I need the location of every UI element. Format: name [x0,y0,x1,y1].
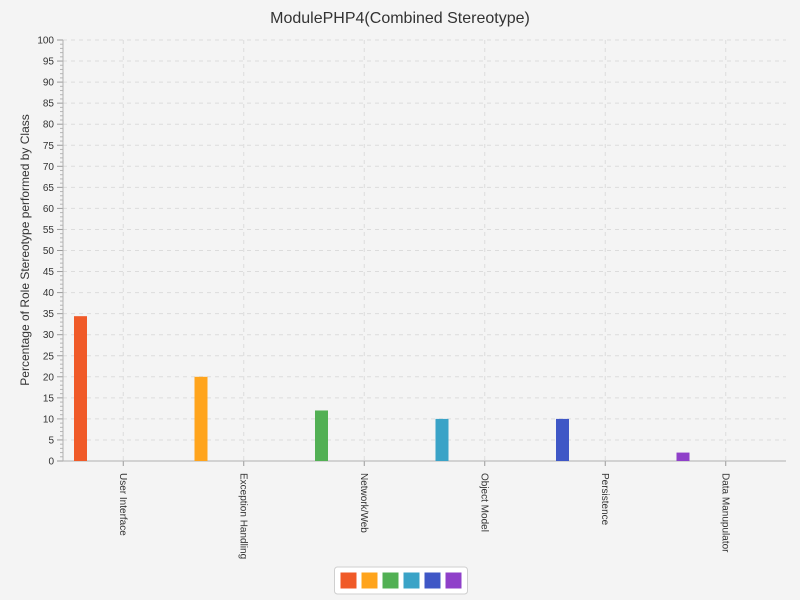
y-tick-label: 65 [43,183,55,194]
y-tick-label: 10 [43,414,55,425]
y-axis-label: Percentage of Role Stereotype performed … [18,114,32,385]
bars [74,316,690,461]
x-tick-label: User Interface [117,473,128,536]
x-tick-label: Object Model [478,473,489,532]
bar [194,376,208,461]
y-tick-label: 95 [43,57,55,68]
bar [315,410,328,461]
y-tick-label: 20 [43,372,55,383]
y-tick-label: 5 [48,435,54,446]
y-tick-label: 35 [43,309,55,320]
axes: 0 5 10 15 20 25 30 35 40 45 50 55 60 65 70 75 80 85 90 95 10… [37,36,786,559]
y-tick-label: 40 [43,288,55,299]
y-tick-label: 80 [43,120,55,131]
legend-swatch [403,572,420,589]
x-tick-label: Data Manupulator [719,473,730,553]
legend-swatch [382,572,399,589]
y-tick-label: 30 [43,330,55,341]
y-tick-label: 75 [43,141,55,152]
y-tick-label: 50 [43,246,55,257]
y-tick-label: 45 [43,267,55,278]
grid [63,39,786,461]
legend [334,566,468,595]
bar [676,452,690,461]
y-tick-label: 25 [43,351,55,362]
x-tick-label: Persistence [599,473,610,526]
chart-title: ModulePHP4(Combined Stereotype) [270,10,530,27]
y-tick-label: 85 [43,99,55,110]
bar [74,316,87,461]
bar [435,418,449,461]
legend-swatch [361,572,378,589]
y-tick-label: 90 [43,78,55,89]
y-tick-label: 15 [43,393,55,404]
y-tick-label: 0 [48,457,54,468]
bar [556,418,569,461]
y-tick-label: 60 [43,204,55,215]
y-tick-label: 55 [43,225,55,236]
x-tick-label: Exception Handling [237,473,248,559]
legend-swatch [445,572,462,589]
legend-swatch [340,572,357,589]
y-tick-label: 70 [43,162,55,173]
legend-swatch [424,572,441,589]
y-tick-label: 100 [37,36,54,47]
x-tick-label: Network/Web [358,473,369,533]
